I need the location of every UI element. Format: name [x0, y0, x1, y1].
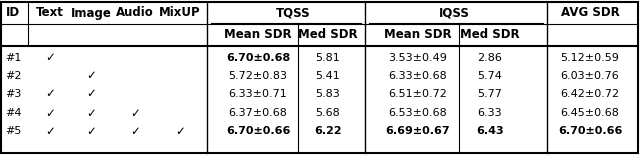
Text: 6.69±0.67: 6.69±0.67 — [386, 126, 451, 136]
Text: #5: #5 — [5, 126, 21, 136]
Text: ✓: ✓ — [130, 106, 140, 120]
Text: 5.12±0.59: 5.12±0.59 — [561, 53, 620, 63]
Text: 6.33±0.71: 6.33±0.71 — [228, 89, 287, 99]
Text: ID: ID — [6, 7, 20, 20]
Text: 6.42±0.72: 6.42±0.72 — [561, 89, 620, 99]
Text: ✓: ✓ — [86, 69, 96, 82]
Text: 5.77: 5.77 — [477, 89, 502, 99]
Text: 6.70±0.66: 6.70±0.66 — [558, 126, 622, 136]
Text: 6.70±0.68: 6.70±0.68 — [226, 53, 290, 63]
Text: ✓: ✓ — [45, 88, 55, 100]
Text: 2.86: 2.86 — [477, 53, 502, 63]
Text: 6.51±0.72: 6.51±0.72 — [388, 89, 447, 99]
Text: 6.43: 6.43 — [476, 126, 504, 136]
Text: 5.74: 5.74 — [477, 71, 502, 81]
Text: 3.53±0.49: 3.53±0.49 — [388, 53, 447, 63]
Text: 5.68: 5.68 — [316, 108, 340, 118]
Text: ✓: ✓ — [45, 51, 55, 64]
Text: 6.22: 6.22 — [314, 126, 342, 136]
Text: TQSS: TQSS — [276, 7, 310, 20]
Text: Med SDR: Med SDR — [460, 29, 520, 42]
Text: Text: Text — [36, 7, 64, 20]
Text: 6.37±0.68: 6.37±0.68 — [228, 108, 287, 118]
Text: ✓: ✓ — [45, 124, 55, 137]
Text: Image: Image — [70, 7, 111, 20]
Text: ✓: ✓ — [175, 124, 185, 137]
Text: 6.03±0.76: 6.03±0.76 — [561, 71, 620, 81]
Text: 6.33±0.68: 6.33±0.68 — [388, 71, 447, 81]
Text: #4: #4 — [4, 108, 21, 118]
Text: 6.53±0.68: 6.53±0.68 — [388, 108, 447, 118]
Text: ✓: ✓ — [45, 106, 55, 120]
Text: IQSS: IQSS — [438, 7, 469, 20]
Text: 5.83: 5.83 — [316, 89, 340, 99]
Text: Med SDR: Med SDR — [298, 29, 358, 42]
Text: 6.45±0.68: 6.45±0.68 — [561, 108, 620, 118]
Text: MixUP: MixUP — [159, 7, 201, 20]
Text: #1: #1 — [5, 53, 21, 63]
Text: 6.33: 6.33 — [477, 108, 502, 118]
Text: #3: #3 — [5, 89, 21, 99]
Text: ✓: ✓ — [130, 124, 140, 137]
Text: ✓: ✓ — [86, 124, 96, 137]
Text: ✓: ✓ — [86, 88, 96, 100]
Text: #2: #2 — [4, 71, 21, 81]
Text: ✓: ✓ — [86, 106, 96, 120]
Text: Mean SDR: Mean SDR — [224, 29, 292, 42]
Text: AVG SDR: AVG SDR — [561, 7, 620, 20]
Text: 5.41: 5.41 — [316, 71, 340, 81]
Text: 5.72±0.83: 5.72±0.83 — [228, 71, 287, 81]
Text: 6.70±0.66: 6.70±0.66 — [226, 126, 290, 136]
Text: 5.81: 5.81 — [316, 53, 340, 63]
Text: Audio: Audio — [116, 7, 154, 20]
Text: Mean SDR: Mean SDR — [384, 29, 452, 42]
